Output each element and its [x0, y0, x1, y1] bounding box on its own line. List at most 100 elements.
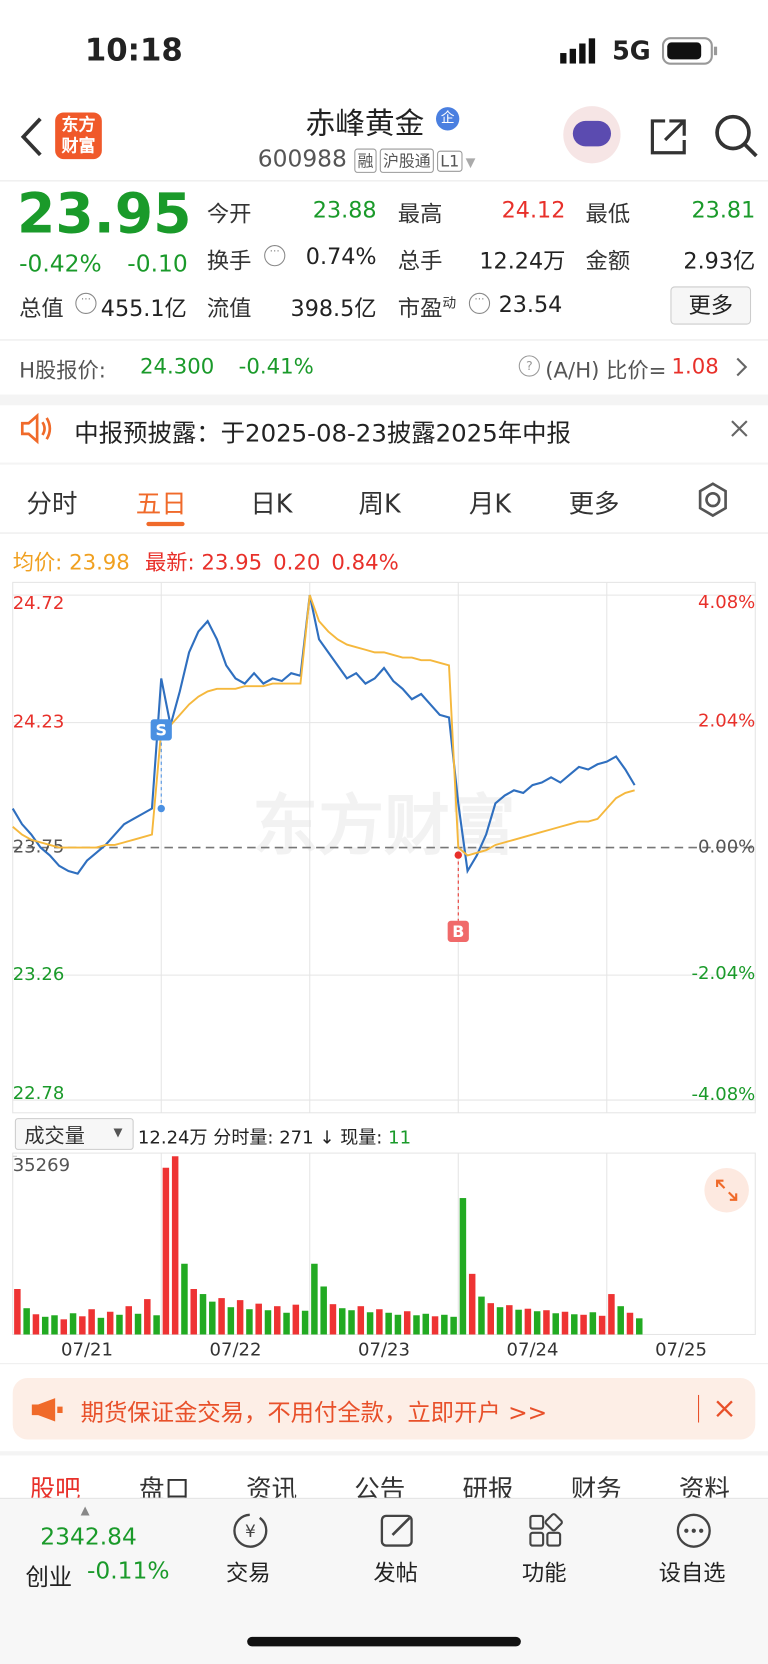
index-name: 创业 [25, 1564, 73, 1592]
notice[interactable]: 中报预披露：于2025-08-23披露2025年中报 [74, 420, 571, 448]
watermark: 东方财富 [253, 788, 516, 865]
field-label: 最高 [397, 201, 443, 228]
field-label: 换手 [206, 248, 252, 274]
sub-tab[interactable]: 股吧 [29, 1474, 81, 1498]
volume-bar [69, 1313, 77, 1335]
y-tick-label: 24.72 [13, 593, 65, 614]
search-button[interactable] [713, 112, 760, 159]
volume-dropdown[interactable]: 成交量 ▼ [14, 1118, 134, 1150]
volume-bar [190, 1289, 197, 1335]
sub-tab[interactable]: 资料 [678, 1474, 730, 1498]
volume-bar [23, 1308, 30, 1335]
volume-bar [255, 1303, 262, 1335]
volume-bar [561, 1311, 569, 1335]
x-tick-label: 07/25 [655, 1339, 707, 1360]
sub-tab[interactable]: 公告 [354, 1474, 406, 1498]
x-tick-label: 07/24 [507, 1339, 559, 1360]
field-label: 市盈动 [398, 292, 456, 324]
sub-tab[interactable]: 财务 [570, 1474, 622, 1498]
volume-bar [608, 1294, 615, 1335]
home-indicator [247, 1636, 521, 1647]
avg: 23.98 [69, 549, 130, 575]
tab[interactable]: 周K [358, 489, 401, 519]
stock-code-row: 600988 融沪股通 L1 ▼ [257, 146, 476, 173]
y2-tick-label: 2.04% [698, 710, 755, 731]
volume-bar [487, 1303, 495, 1335]
battery-icon [661, 37, 718, 65]
tab[interactable]: 更多 [568, 489, 620, 519]
help-icon[interactable]: ? [518, 355, 540, 377]
volume-bar [134, 1313, 142, 1335]
volume-bar [441, 1314, 448, 1335]
tab[interactable]: 日K [250, 489, 293, 519]
volume-bar [283, 1312, 290, 1335]
volume-bar [348, 1310, 355, 1335]
assistant-icon[interactable] [563, 106, 621, 164]
volume-bar [199, 1294, 207, 1335]
volume-bar [79, 1316, 86, 1335]
tab[interactable]: 月K [468, 489, 512, 519]
promo-banner[interactable]: 期货保证金交易，不用付全款，立即开户 >> [12, 1377, 756, 1440]
volume-bar [32, 1314, 40, 1335]
sell-badge [150, 719, 172, 741]
volume-bar [524, 1308, 532, 1335]
volume-bar [478, 1296, 485, 1335]
volume-bar [218, 1298, 225, 1335]
volume-bar [413, 1315, 420, 1335]
x-tick-label: 07/23 [358, 1339, 410, 1360]
field-label: 今开 [206, 201, 252, 228]
volume-bar [320, 1286, 327, 1335]
sub-tab[interactable]: 研报 [462, 1474, 514, 1498]
volume-now: 11 [388, 1127, 412, 1149]
field-value: 12.24万 [479, 248, 566, 274]
footer-button[interactable]: 设自选 [658, 1560, 726, 1586]
share-button[interactable] [646, 115, 691, 160]
app-logo[interactable]: 东方财富 [55, 112, 102, 160]
tab[interactable]: 分时 [26, 489, 78, 519]
back-button[interactable] [19, 117, 44, 157]
sub-tabs: 股吧 盘口 资讯 公告 研报 财务 资料 [0, 1464, 768, 1498]
x-tick-label: 07/22 [210, 1339, 262, 1360]
banner-text: 期货保证金交易，不用付全款，立即开户 >> [80, 1400, 548, 1427]
field-label: 金额 [585, 248, 631, 274]
y-tick-label: 23.26 [13, 964, 65, 985]
y2-tick-label: 4.08% [698, 592, 755, 613]
y-tick-label: 24.23 [13, 712, 65, 733]
network: 5G [612, 36, 651, 66]
sub-tab[interactable]: 资讯 [246, 1474, 298, 1498]
sub-tab[interactable]: 盘口 [138, 1474, 190, 1498]
h-share-pct: -0.41% [238, 353, 314, 379]
field-label: 流值 [206, 295, 252, 322]
volume-bar [580, 1314, 587, 1335]
volume-bar [506, 1305, 513, 1335]
chevron[interactable] [734, 356, 749, 377]
field-value: 0.74% [305, 243, 377, 270]
badge: 企 [435, 107, 460, 131]
sell-badge-text: S [156, 720, 167, 739]
info-icon[interactable]: ··· [468, 292, 491, 314]
separator [0, 394, 768, 406]
speaker-icon [20, 412, 52, 445]
close-button[interactable] [730, 419, 749, 438]
volume-bar [227, 1307, 235, 1335]
more-button[interactable]: 更多 [670, 286, 752, 325]
latest: 23.95 [201, 549, 263, 575]
svg-text:¥: ¥ [245, 1522, 256, 1542]
ah-ratio: 1.08 [671, 353, 719, 379]
buy-badge [447, 920, 469, 942]
ah-ratio-label: (A/H) 比价= [545, 357, 667, 383]
footer-button[interactable]: 功能 [521, 1560, 567, 1586]
volume-bar [311, 1263, 318, 1335]
expand-button[interactable] [704, 1167, 749, 1213]
y2-tick-label: -2.04% [692, 963, 756, 984]
buy-badge-text: B [452, 922, 464, 941]
volume-bar [376, 1309, 383, 1335]
volume-bar [617, 1306, 624, 1335]
settings-button[interactable] [695, 482, 731, 518]
volume-bar [496, 1307, 504, 1335]
tab-active[interactable]: 五日 [135, 489, 187, 519]
info-icon[interactable]: ··· [264, 245, 286, 267]
footer-button[interactable]: 交易 [225, 1560, 271, 1586]
info-icon[interactable]: ··· [75, 292, 97, 314]
footer-button[interactable]: 发帖 [373, 1560, 418, 1586]
